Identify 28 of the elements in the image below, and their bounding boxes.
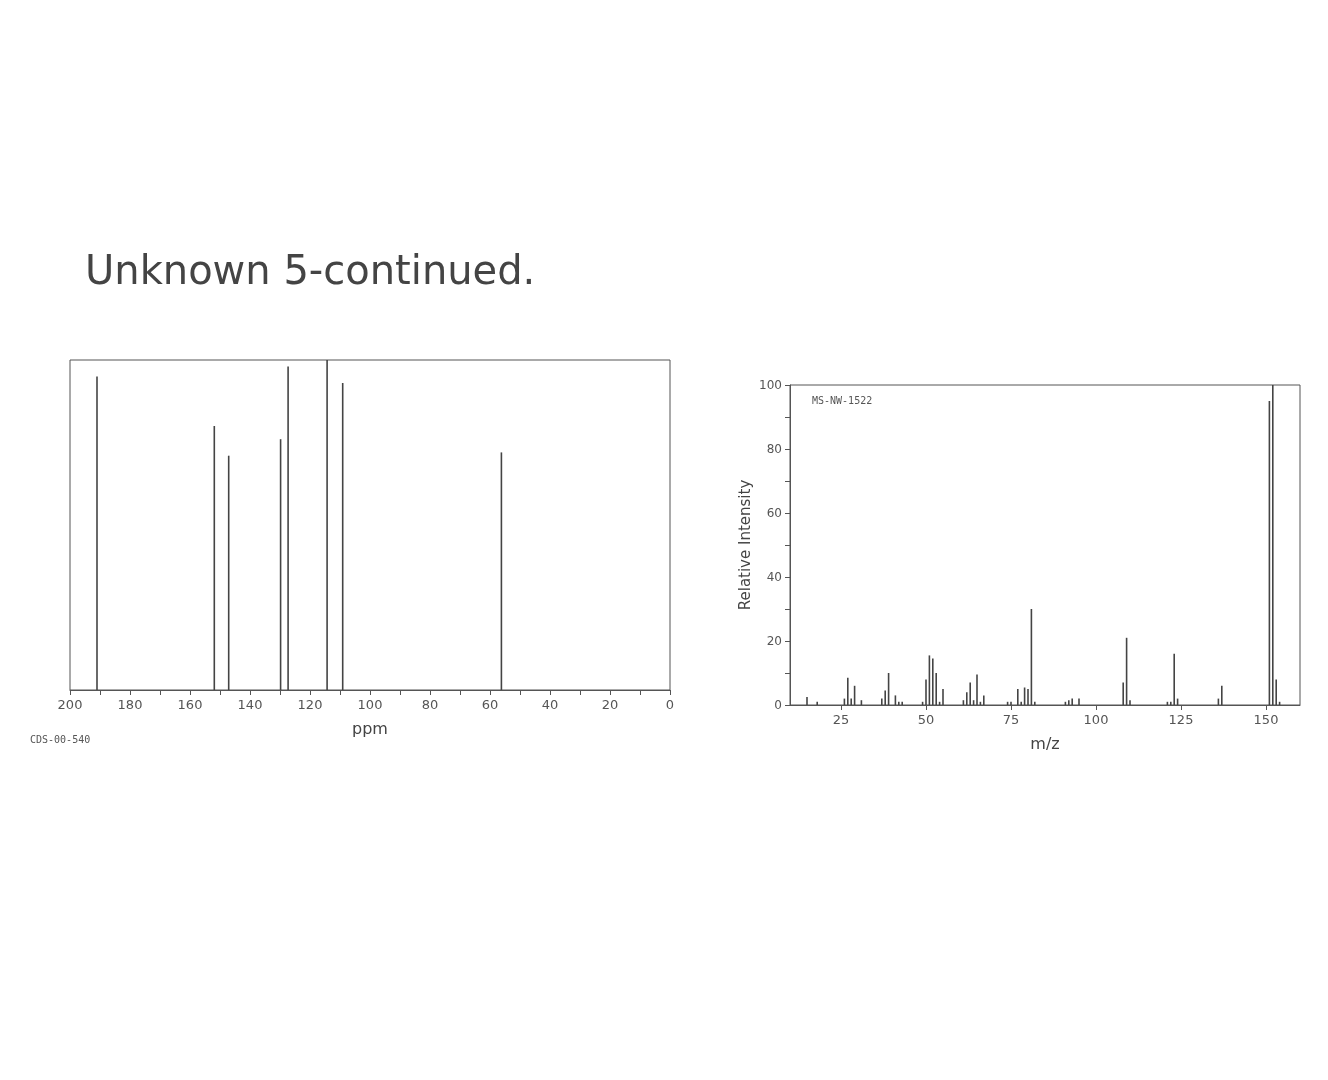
x-tick-label: 40 xyxy=(541,697,559,712)
text: CDS-00-540 xyxy=(30,733,91,745)
x-tick-label: 20 xyxy=(601,697,619,712)
x-tick-label: 150 xyxy=(1253,712,1279,727)
chart-title: Unknown 5-continued. xyxy=(85,247,536,293)
x-tick-label: 25 xyxy=(832,712,850,727)
y-tick-label: 100 xyxy=(759,378,782,392)
x-tick-label: 160 xyxy=(177,697,203,712)
x-tick-label: 125 xyxy=(1168,712,1194,727)
x-tick-label: 140 xyxy=(237,697,263,712)
annotation: MS-NW-1522 xyxy=(812,394,873,406)
x-tick-label: 120 xyxy=(297,697,323,712)
x-tick-label: 100 xyxy=(1083,712,1109,727)
y-tick-label: 60 xyxy=(766,506,782,520)
x-tick-label: 100 xyxy=(357,697,383,712)
x-axis-title: ppm xyxy=(352,718,388,738)
x-tick-label: 75 xyxy=(1002,712,1020,727)
x-tick-label: 50 xyxy=(917,712,935,727)
y-tick-label: 80 xyxy=(766,442,782,456)
y-axis-title: Relative Intensity xyxy=(735,479,754,611)
y-tick-label: 40 xyxy=(766,570,782,584)
x-axis-title: m/z xyxy=(1030,733,1060,753)
x-tick-label: 0 xyxy=(665,697,675,712)
x-tick-label: 180 xyxy=(117,697,143,712)
x-tick-label: 200 xyxy=(57,697,83,712)
x-tick-label: 80 xyxy=(421,697,439,712)
y-tick-label: 20 xyxy=(766,634,782,648)
x-tick-label: 60 xyxy=(481,697,499,712)
